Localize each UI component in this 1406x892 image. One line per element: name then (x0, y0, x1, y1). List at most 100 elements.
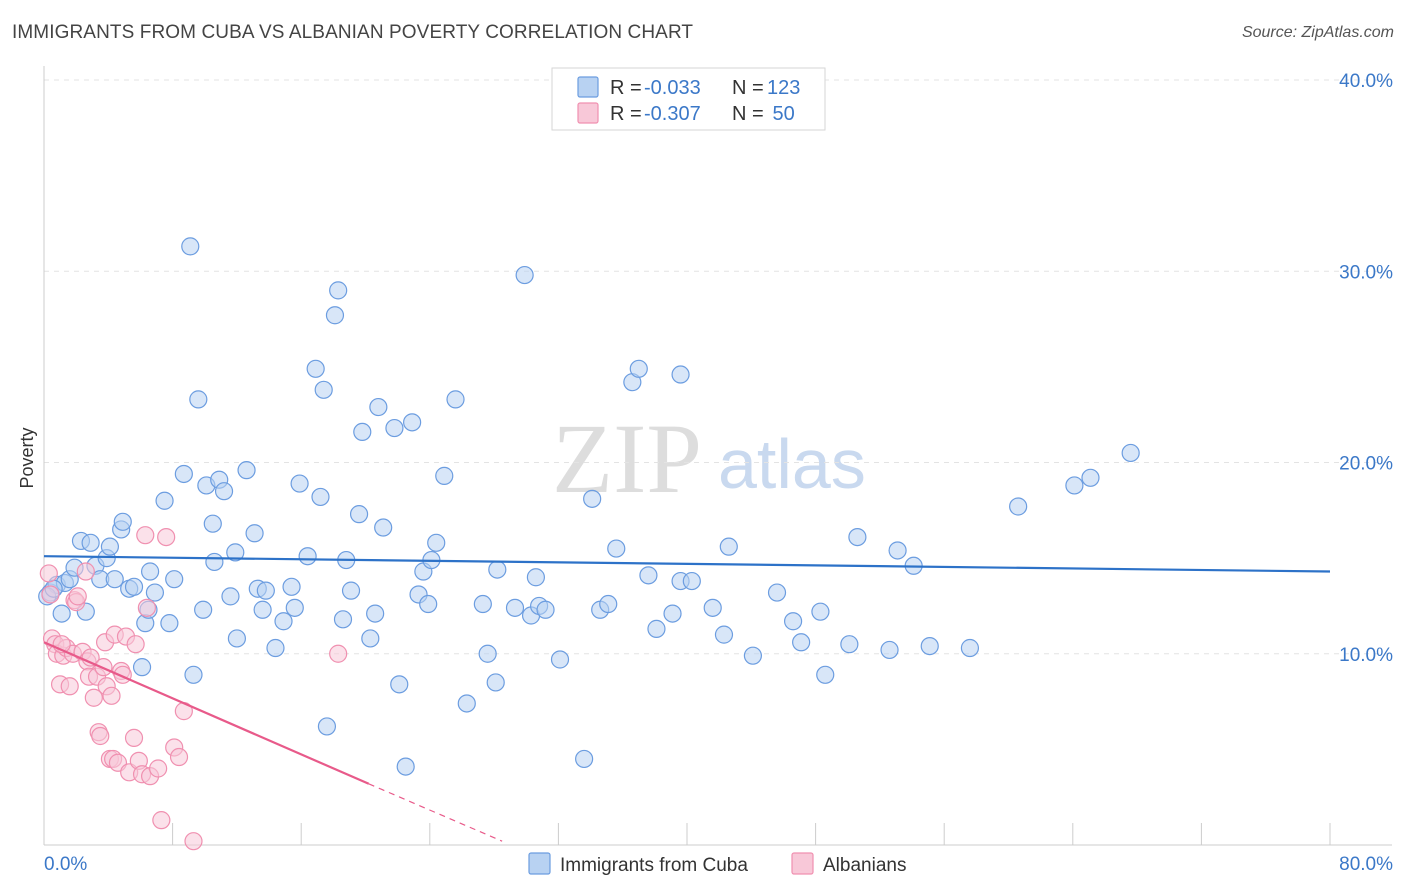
point-albanians-41 (152, 811, 171, 830)
y-tick-label-0: 10.0% (1339, 645, 1393, 666)
point-cuba-17 (124, 577, 144, 596)
legend-r-label-albanians: R = (610, 103, 642, 125)
point-cuba-112 (880, 640, 899, 660)
point-cuba-60 (353, 422, 372, 441)
point-cuba-104 (743, 646, 763, 665)
point-cuba-82 (515, 265, 534, 285)
x-tick-label-1: 80.0% (1339, 854, 1393, 875)
point-cuba-63 (369, 397, 388, 417)
point-cuba-117 (1009, 497, 1028, 516)
series-albanians-points (39, 526, 348, 851)
point-cuba-53 (317, 717, 337, 736)
point-cuba-86 (536, 600, 555, 619)
legend-r-label-cuba: R = (610, 77, 642, 99)
point-cuba-44 (266, 638, 285, 658)
point-cuba-100 (682, 571, 701, 591)
point-cuba-25 (165, 570, 184, 589)
point-cuba-94 (629, 359, 648, 378)
legend-swatch-albanians (577, 102, 599, 124)
point-cuba-68 (403, 413, 422, 432)
point-albanians-37 (136, 526, 155, 545)
point-cuba-110 (840, 635, 859, 654)
point-albanians-33 (124, 728, 144, 748)
point-albanians-38 (137, 598, 156, 617)
point-cuba-56 (333, 610, 353, 629)
point-cuba-71 (419, 594, 438, 614)
legend-n-value-albanians: 50 (767, 103, 795, 125)
point-cuba-45 (274, 612, 293, 631)
axes (43, 66, 1392, 846)
point-albanians-34 (126, 635, 145, 654)
point-cuba-108 (811, 602, 830, 621)
point-cuba-118 (1065, 476, 1084, 495)
point-cuba-37 (226, 543, 245, 562)
trend-line-extension-albanians (368, 783, 503, 842)
legend-n-label-albanians: N = (732, 103, 764, 125)
point-albanians-46 (184, 832, 203, 851)
point-cuba-12 (100, 537, 120, 556)
bottom-legend-label-albanians: Albanians (823, 855, 906, 876)
point-cuba-84 (526, 568, 545, 587)
point-cuba-21 (140, 562, 160, 581)
point-albanians-11 (68, 587, 87, 606)
point-cuba-36 (221, 587, 240, 606)
point-cuba-22 (145, 583, 165, 602)
point-cuba-66 (390, 675, 409, 694)
legend-swatch-cuba (577, 76, 599, 98)
chart-source: Source: ZipAtlas.com (1241, 24, 1394, 41)
y-tick-label-3: 40.0% (1339, 71, 1393, 92)
point-cuba-105 (767, 583, 787, 602)
point-cuba-51 (311, 487, 330, 507)
legend-r-value-cuba: -0.033 (644, 77, 701, 99)
point-cuba-76 (457, 694, 476, 713)
point-cuba-27 (181, 237, 200, 256)
point-cuba-26 (174, 464, 193, 484)
bottom-legend-swatch-cuba (528, 852, 551, 875)
trend-line-albanians (43, 641, 370, 785)
point-cuba-115 (920, 636, 939, 656)
point-cuba-75 (446, 390, 465, 409)
point-cuba-95 (639, 566, 658, 585)
watermark-atlas: atlas (718, 425, 866, 503)
point-cuba-67 (396, 757, 415, 776)
point-cuba-96 (647, 619, 666, 638)
point-cuba-50 (306, 359, 325, 378)
point-albanians-17 (84, 688, 103, 707)
point-cuba-23 (155, 491, 174, 510)
point-cuba-74 (435, 466, 454, 485)
point-cuba-109 (816, 665, 835, 684)
point-cuba-113 (888, 541, 907, 560)
y-axis-title: Poverty (17, 427, 37, 488)
stats-legend: R = -0.033 N = 123 R = -0.307 N = 50 (551, 67, 826, 131)
point-cuba-103 (719, 537, 738, 556)
point-cuba-111 (848, 527, 867, 547)
point-albanians-13 (76, 562, 95, 581)
point-albanians-47 (329, 644, 348, 663)
point-cuba-64 (374, 518, 393, 537)
chart-title: IMMIGRANTS FROM CUBA VS ALBANIAN POVERTY… (12, 22, 694, 43)
point-cuba-35 (214, 482, 234, 501)
point-cuba-92 (607, 539, 626, 558)
point-cuba-29 (189, 390, 208, 409)
watermark-zip: ZIP (552, 403, 702, 514)
point-cuba-30 (194, 600, 213, 619)
point-cuba-88 (575, 749, 594, 769)
bottom-legend-swatch-albanians (791, 852, 814, 875)
point-cuba-18 (132, 658, 152, 677)
point-cuba-65 (385, 418, 404, 438)
x-tick-labels: 0.0% 80.0% (44, 854, 1393, 875)
point-cuba-62 (366, 604, 385, 623)
point-cuba-79 (486, 673, 505, 692)
point-cuba-49 (298, 547, 317, 566)
point-albanians-25 (102, 686, 121, 705)
point-cuba-28 (184, 665, 203, 684)
point-cuba-120 (1121, 443, 1140, 463)
point-cuba-39 (237, 461, 256, 480)
point-cuba-61 (361, 629, 380, 648)
legend-r-value-albanians: -0.307 (644, 103, 701, 125)
point-cuba-33 (205, 552, 224, 572)
point-cuba-47 (285, 598, 304, 617)
point-cuba-15 (113, 512, 132, 531)
trend-line-cuba (43, 555, 1331, 573)
